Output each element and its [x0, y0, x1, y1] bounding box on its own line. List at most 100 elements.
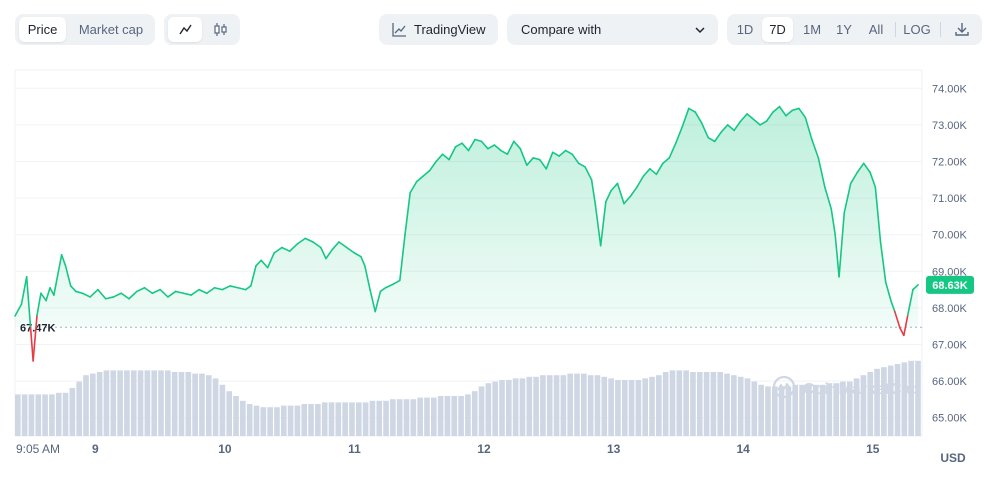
- volume-bar: [465, 394, 471, 436]
- price-segment: [143, 286, 154, 295]
- price-segment: [655, 162, 664, 176]
- price-segment: [668, 142, 677, 159]
- volume-bar: [55, 392, 62, 436]
- volume-bar: [867, 372, 874, 436]
- price-segment: [325, 248, 334, 260]
- y-tick-label: 68.00K: [932, 303, 968, 315]
- volume-bar: [901, 362, 908, 436]
- volume-bar: [853, 378, 860, 436]
- price-segment: [739, 113, 748, 123]
- volume-bar: [396, 399, 403, 436]
- price-segment: [374, 290, 382, 313]
- price-segment: [422, 169, 431, 177]
- download-icon[interactable]: [946, 17, 978, 42]
- price-segment: [571, 153, 580, 165]
- volume-bar: [205, 375, 212, 436]
- price-segment: [675, 125, 684, 144]
- volume-bar: [185, 372, 192, 436]
- price-segment: [244, 285, 252, 291]
- price-segment: [49, 286, 55, 296]
- volume-bar: [349, 402, 355, 436]
- price-segment: [360, 255, 366, 267]
- volume-bar: [567, 373, 574, 436]
- price-segment: [213, 286, 224, 291]
- volume-bar: [280, 405, 287, 436]
- price-segment: [519, 147, 528, 166]
- range-1d[interactable]: 1D: [736, 22, 754, 37]
- price-segment: [229, 285, 239, 289]
- candlestick-icon[interactable]: [203, 17, 237, 42]
- price-segment: [707, 136, 716, 143]
- volume-bar: [499, 380, 505, 436]
- volume-bar: [103, 370, 110, 436]
- price-segment: [487, 144, 496, 150]
- volume-bar: [49, 394, 55, 436]
- volume-bar: [192, 373, 198, 436]
- range-all[interactable]: All: [868, 22, 884, 37]
- volume-bar: [178, 372, 185, 436]
- volume-bar: [15, 394, 21, 436]
- price-segment: [642, 168, 651, 177]
- reference-price-label: 67.47K: [20, 322, 56, 334]
- volume-bar: [615, 380, 621, 436]
- volume-bar: [833, 383, 839, 436]
- price-segment: [441, 153, 450, 161]
- volume-bar: [642, 378, 649, 436]
- volume-bar: [778, 386, 785, 436]
- current-price-badge: [926, 275, 974, 294]
- tab-price[interactable]: Price: [19, 17, 66, 42]
- y-tick-label: 70.00K: [932, 230, 968, 242]
- price-segment: [610, 182, 619, 192]
- volume-bar: [737, 376, 744, 436]
- price-segment: [662, 157, 671, 165]
- volume-bar: [383, 400, 389, 436]
- tab-market-cap[interactable]: Market cap: [78, 22, 144, 37]
- volume-bar: [846, 381, 853, 436]
- volume-bar: [35, 394, 42, 436]
- price-segment: [906, 288, 914, 317]
- price-segment: [584, 166, 593, 181]
- volume-bar: [274, 407, 280, 436]
- volume-bar: [806, 384, 812, 436]
- volume-bar: [260, 407, 267, 436]
- x-tick-label: 9:05 AM: [16, 442, 60, 456]
- volume-bar: [233, 396, 239, 436]
- price-segment: [726, 124, 735, 132]
- price-segment: [798, 107, 807, 119]
- volume-bar: [587, 375, 594, 436]
- volume-bar: [594, 375, 601, 436]
- tradingview-button[interactable]: TradingView: [379, 14, 498, 45]
- price-segment: [879, 241, 887, 284]
- y-tick-label: 72.00K: [932, 157, 968, 169]
- volume-bar: [451, 396, 458, 436]
- y-tick-label: 71.00K: [932, 193, 968, 205]
- volume-bar: [83, 375, 89, 436]
- volume-bar: [42, 394, 48, 436]
- price-line: [14, 105, 919, 362]
- volume-bar: [417, 397, 423, 436]
- price-segment: [281, 246, 291, 252]
- log-scale-toggle[interactable]: LOG: [903, 22, 931, 37]
- range-1y[interactable]: 1Y: [836, 22, 852, 37]
- price-area-fill: [15, 106, 919, 361]
- price-segment: [824, 186, 833, 210]
- range-1m[interactable]: 1M: [802, 22, 822, 37]
- compare-dropdown[interactable]: Compare with: [507, 14, 718, 45]
- y-tick-label: 67.00K: [932, 340, 968, 352]
- price-segment: [364, 265, 371, 291]
- price-segment: [392, 279, 401, 285]
- price-segment: [415, 175, 424, 183]
- volume-bar: [669, 370, 676, 436]
- line-chart-icon[interactable]: [168, 17, 202, 42]
- volume-bar: [471, 391, 478, 436]
- price-segment: [785, 109, 794, 117]
- price-segment: [255, 259, 262, 267]
- price-segment: [558, 149, 567, 157]
- volume-bar: [165, 370, 171, 436]
- volume-bar: [887, 365, 894, 436]
- range-7d[interactable]: 7D: [762, 17, 793, 42]
- price-segment: [32, 314, 38, 362]
- volume-bar: [724, 373, 730, 436]
- volume-bar: [21, 394, 28, 436]
- volume-bars: [15, 360, 921, 436]
